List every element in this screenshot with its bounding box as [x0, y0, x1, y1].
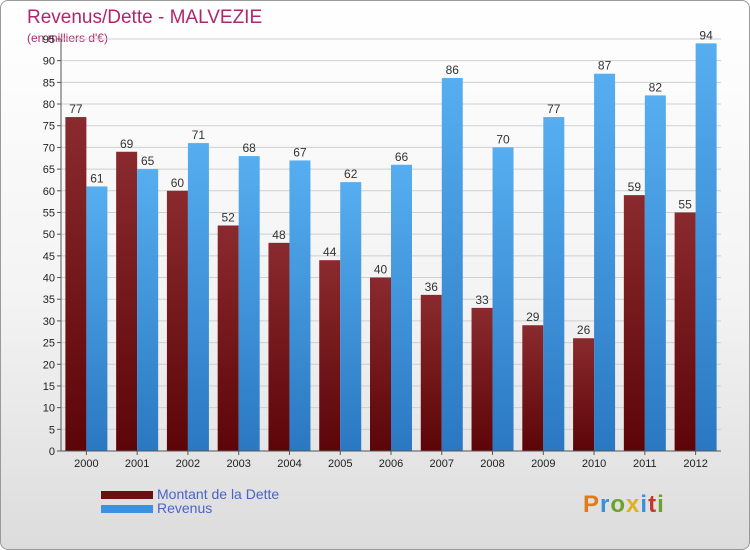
x-axis-ticks: 2000 2001 2002 2003 2004 2005 2006 2007 2008 2009…: [74, 451, 708, 470]
data-label-debt: 29: [526, 310, 540, 324]
y-axis-ticks: 0 5 10 15 20 25 30 35 40 45 50 55 60 65 70 75 80 85 90 95: [43, 34, 61, 458]
data-label-revenue: 61: [90, 171, 104, 185]
data-label-debt: 40: [374, 263, 388, 277]
y-tick-label: 10: [43, 403, 55, 415]
bar-debt: [65, 117, 87, 451]
y-tick-label: 0: [49, 446, 55, 458]
y-tick-label: 80: [43, 99, 55, 111]
x-tick-label: 2008: [480, 458, 504, 470]
x-tick-label: 2011: [633, 458, 657, 470]
y-tick-label: 90: [43, 56, 55, 68]
y-tick-label: 55: [43, 207, 55, 219]
bar-revenue: [441, 78, 463, 451]
chart-title: Revenus/Dette - MALVEZIE: [27, 7, 263, 28]
y-tick-label: 25: [43, 338, 55, 350]
bar-debt: [116, 151, 138, 452]
x-tick-label: 2001: [125, 458, 149, 470]
bar-debt: [573, 338, 595, 451]
bar-revenue: [594, 73, 616, 452]
data-label-revenue: 65: [141, 154, 155, 168]
y-tick-label: 35: [43, 294, 55, 306]
legend-label-revenue: Revenus: [157, 500, 213, 516]
legend-label-debt: Montant de la Dette: [157, 486, 280, 502]
y-tick-label: 95: [43, 34, 55, 46]
bar-revenue: [238, 156, 260, 452]
legend-swatch-revenue: [101, 505, 153, 513]
x-tick-label: 2006: [379, 458, 403, 470]
bar-debt: [420, 294, 442, 451]
bar-revenue: [644, 95, 666, 452]
y-tick-label: 5: [49, 424, 55, 436]
y-tick-label: 60: [43, 186, 55, 198]
x-tick-label: 2007: [430, 458, 454, 470]
data-labels: 77 61 69 65 60 71 52 68 48 67 44 62 40 66 36 86 33 70 29 77…: [69, 28, 713, 337]
data-label-debt: 59: [628, 180, 642, 194]
x-tick-label: 2004: [277, 458, 301, 470]
data-label-revenue: 82: [649, 80, 663, 94]
data-label-revenue: 70: [496, 132, 510, 146]
x-tick-label: 2010: [582, 458, 606, 470]
y-tick-label: 85: [43, 77, 55, 89]
data-label-revenue: 68: [243, 141, 257, 155]
bar-revenue: [289, 160, 311, 451]
bar-debt: [217, 225, 239, 451]
data-label-revenue: 62: [344, 167, 358, 181]
y-tick-label: 75: [43, 121, 55, 133]
y-tick-label: 65: [43, 164, 55, 176]
bar-debt: [268, 242, 290, 451]
bar-revenue: [137, 169, 159, 451]
bar-debt: [674, 212, 696, 451]
x-tick-label: 2000: [74, 458, 98, 470]
x-tick-label: 2009: [531, 458, 555, 470]
bar-revenue: [86, 186, 108, 451]
y-tick-label: 15: [43, 381, 55, 393]
bar-revenue: [340, 182, 362, 451]
bar-debt: [623, 195, 645, 451]
y-tick-label: 45: [43, 251, 55, 263]
y-tick-label: 30: [43, 316, 55, 328]
bar-revenue: [695, 43, 717, 451]
y-tick-label: 20: [43, 359, 55, 371]
x-tick-label: 2012: [683, 458, 707, 470]
data-label-debt: 60: [171, 176, 185, 190]
data-label-debt: 77: [69, 102, 83, 116]
legend-swatch-debt: [101, 491, 153, 499]
bar-debt: [319, 260, 341, 451]
x-tick-label: 2003: [226, 458, 250, 470]
bar-debt: [522, 325, 544, 451]
x-tick-label: 2002: [176, 458, 200, 470]
data-label-debt: 55: [678, 197, 692, 211]
bar-revenue: [391, 164, 412, 451]
data-label-debt: 44: [323, 245, 337, 259]
data-label-debt: 52: [222, 210, 236, 224]
y-tick-label: 50: [43, 229, 55, 241]
bar-debt: [166, 190, 188, 451]
y-tick-label: 70: [43, 142, 55, 154]
bar-revenue: [492, 147, 514, 451]
data-label-revenue: 77: [547, 102, 561, 116]
bar-revenue: [543, 117, 565, 451]
proxiti-logo: Proxiti: [583, 491, 665, 518]
data-label-debt: 36: [425, 280, 439, 294]
data-label-revenue: 71: [192, 128, 206, 142]
data-label-revenue: 67: [293, 145, 307, 159]
chart-subtitle: (en milliers d'€): [27, 31, 108, 45]
y-tick-label: 40: [43, 273, 55, 285]
data-label-revenue: 66: [395, 150, 409, 164]
data-label-debt: 69: [120, 137, 134, 151]
data-label-debt: 33: [475, 293, 489, 307]
bar-revenue: [187, 143, 209, 451]
bars: [65, 43, 717, 452]
data-label-revenue: 87: [598, 59, 612, 73]
data-label-debt: 26: [577, 323, 591, 337]
bar-debt: [471, 307, 493, 451]
x-tick-label: 2005: [328, 458, 352, 470]
data-label-debt: 48: [272, 228, 286, 242]
data-label-revenue: 94: [699, 28, 713, 42]
data-label-revenue: 86: [446, 63, 460, 77]
bar-debt: [370, 277, 391, 451]
